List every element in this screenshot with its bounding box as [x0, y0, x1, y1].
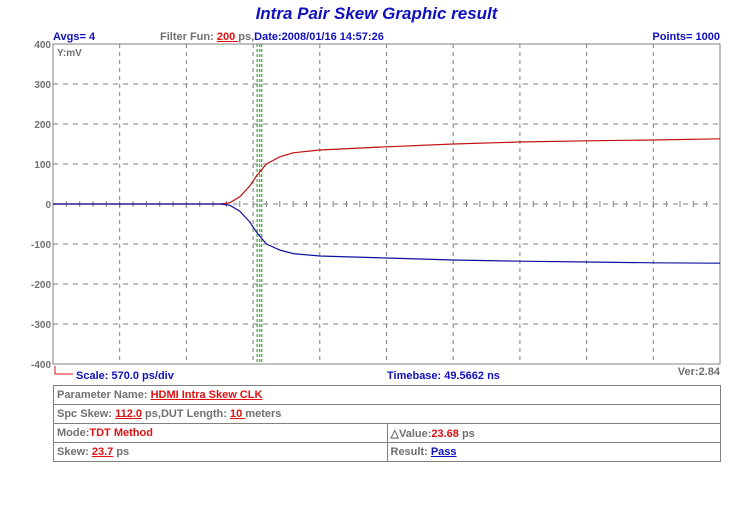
parameter-table: Parameter Name: HDMI Intra Skew CLK Spc …	[53, 385, 721, 462]
y-tick-label: 400	[34, 40, 51, 51]
spc-value: 112.0	[115, 408, 142, 420]
mode-cell: Mode:TDT Method	[53, 423, 388, 443]
filter-info: Filter Fun: 200 ps,Date:2008/01/16 14:57…	[160, 31, 384, 43]
y-tick-label: 100	[34, 160, 51, 171]
filter-value: 200	[216, 31, 239, 43]
skew-cell: Skew: 23.7 ps	[53, 442, 388, 462]
date-label: Date:	[254, 31, 282, 43]
result-value[interactable]: Pass	[430, 446, 457, 458]
avgs-label: Avgs= 4	[53, 31, 96, 43]
param-label: Parameter Name:	[57, 389, 151, 401]
delta-label: Value:	[398, 427, 432, 440]
spc-label: Spc Skew:	[57, 408, 116, 420]
filter-unit: ps,	[238, 31, 255, 43]
timebase-label: Timebase: 49.5662 ns	[387, 370, 500, 382]
origin-arrow-icon	[54, 366, 73, 375]
skew-unit: ps	[113, 446, 130, 458]
dut-label: ps,DUT Length:	[142, 408, 230, 420]
delta-unit: ps	[458, 427, 475, 440]
result-label: Result:	[390, 446, 431, 458]
y-tick-label: 0	[45, 200, 51, 211]
delta-icon: △	[390, 427, 399, 440]
y-tick-label: 200	[34, 120, 51, 131]
parameter-name-cell: Parameter Name: HDMI Intra Skew CLK	[53, 385, 721, 405]
dut-unit: meters	[245, 408, 282, 420]
date-value: 2008/01/16 14:57:26	[281, 31, 384, 43]
delta-value-cell: △Value:23.68 ps	[386, 423, 721, 443]
y-tick-label: -300	[31, 320, 51, 331]
mode-value: TDT Method	[89, 427, 153, 439]
result-cell: Result: Pass	[386, 442, 721, 462]
series-line-negative	[53, 203, 721, 264]
y-tick-label: -100	[31, 240, 51, 251]
filter-label: Filter Fun:	[160, 31, 217, 43]
y-tick-label: -200	[31, 280, 51, 291]
skew-value: 23.7	[91, 446, 114, 458]
scale-label: Scale: 570.0 ps/div	[76, 370, 174, 382]
param-value: HDMI Intra Skew CLK	[150, 389, 263, 401]
y-tick-label: 300	[34, 80, 51, 91]
dut-value: 10	[230, 408, 246, 420]
mode-label: Mode:	[57, 427, 90, 439]
points-label: Points= 1000	[652, 31, 720, 43]
y-axis-label: Y:mV	[57, 48, 82, 59]
skew-label: Skew:	[57, 446, 92, 458]
y-tick-label: -400	[31, 360, 51, 371]
version-label: Ver:2.84	[677, 366, 720, 378]
delta-value: 23.68	[431, 427, 459, 440]
plot-area: 400 300 200 100 0 -100 -200 -300 -400 Y:mV	[31, 40, 721, 375]
spc-skew-cell: Spc Skew: 112.0 ps,DUT Length: 10 meters	[53, 404, 721, 424]
chart-title: Intra Pair Skew Graphic result	[255, 4, 498, 23]
series-line-positive	[53, 138, 721, 205]
